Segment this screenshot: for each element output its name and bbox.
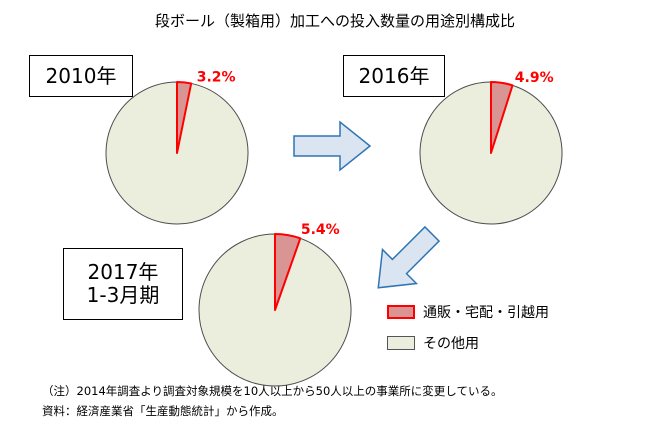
year-label-text: 2017年 1-3月期 xyxy=(86,260,160,307)
legend-label: 通販・宅配・引越用 xyxy=(423,305,549,321)
year-label-2016: 2016年 xyxy=(343,55,445,97)
legend-swatch-other xyxy=(387,336,415,350)
year-label-2010: 2010年 xyxy=(29,55,133,97)
pie-data-label: 4.9% xyxy=(515,70,554,86)
legend-label: その他用 xyxy=(423,336,479,352)
footnote: （注）2014年調査より調査対象規模を10人以上から50人以上の事業所に変更して… xyxy=(42,384,503,398)
pie-chart-1: 4.9% xyxy=(419,70,563,225)
source-note: 資料：経済産業省「生産動態統計」から作成。 xyxy=(42,404,284,418)
legend-swatch-mailorder xyxy=(387,305,415,319)
year-label-2017q1: 2017年 1-3月期 xyxy=(63,248,183,320)
legend-item-other: その他用 xyxy=(387,333,479,353)
year-label-text: 2010年 xyxy=(45,63,117,88)
legend-item-mailorder: 通販・宅配・引越用 xyxy=(387,302,549,322)
pie-slice-mailorder xyxy=(274,233,302,311)
arrow-down-left-icon xyxy=(377,225,441,289)
arrow-right-icon xyxy=(293,120,372,172)
pie-slice-mailorder xyxy=(176,81,193,154)
pie-data-label: 3.2% xyxy=(197,69,236,85)
year-label-text: 2016年 xyxy=(358,63,430,88)
pie-slice-mailorder xyxy=(490,81,514,154)
chart-title: 段ボール（製箱用）加工への投入数量の用途別構成比 xyxy=(154,12,515,30)
pie-chart-2: 5.4% xyxy=(198,222,352,387)
pie-data-label: 5.4% xyxy=(301,222,340,238)
pie-chart-0: 3.2% xyxy=(105,69,249,225)
